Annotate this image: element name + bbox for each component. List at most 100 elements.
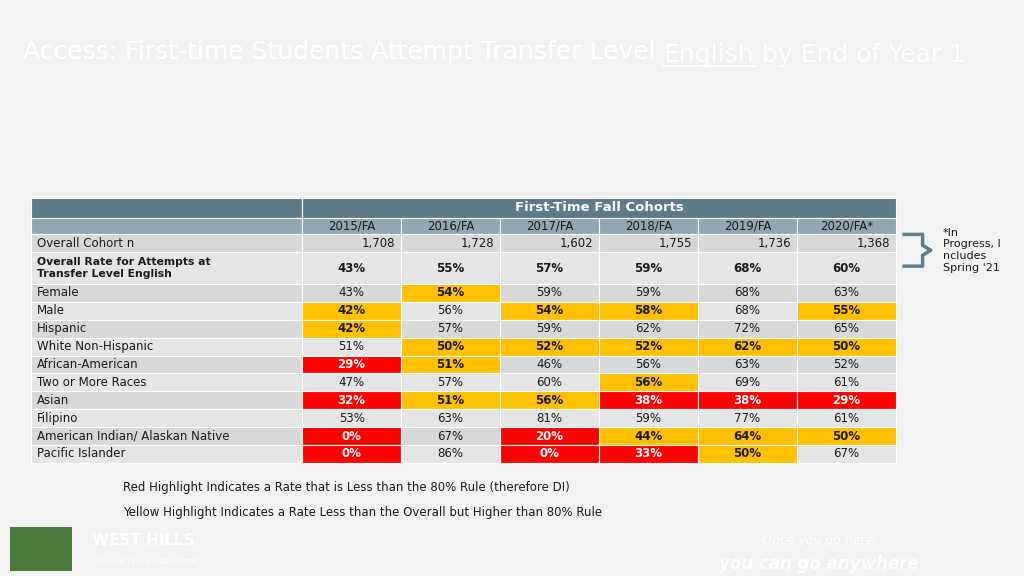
FancyBboxPatch shape: [599, 338, 698, 355]
FancyBboxPatch shape: [302, 320, 401, 338]
FancyBboxPatch shape: [500, 445, 599, 463]
Text: 59%: 59%: [636, 286, 662, 300]
Text: 20%: 20%: [536, 430, 563, 442]
Text: 1,736: 1,736: [757, 237, 791, 250]
Text: 62%: 62%: [636, 322, 662, 335]
FancyBboxPatch shape: [599, 320, 698, 338]
FancyBboxPatch shape: [698, 427, 797, 445]
FancyBboxPatch shape: [401, 409, 500, 427]
Text: 58%: 58%: [635, 304, 663, 317]
Text: 42%: 42%: [338, 322, 366, 335]
FancyBboxPatch shape: [500, 218, 599, 234]
Text: 60%: 60%: [833, 262, 860, 275]
Text: 33%: 33%: [635, 448, 663, 460]
Text: Red Highlight Indicates a Rate that is Less than the 80% Rule (therefore DI): Red Highlight Indicates a Rate that is L…: [123, 482, 569, 494]
Text: 57%: 57%: [437, 322, 464, 335]
Text: 62%: 62%: [733, 340, 762, 353]
Text: 2019/FA: 2019/FA: [724, 219, 771, 233]
Text: 2016/FA: 2016/FA: [427, 219, 474, 233]
Text: 2018/FA: 2018/FA: [625, 219, 672, 233]
FancyBboxPatch shape: [31, 198, 302, 218]
Text: Two or More Races: Two or More Races: [37, 376, 146, 389]
FancyBboxPatch shape: [698, 338, 797, 355]
FancyBboxPatch shape: [302, 355, 401, 373]
FancyBboxPatch shape: [302, 252, 401, 284]
Text: 51%: 51%: [436, 394, 465, 407]
FancyBboxPatch shape: [797, 427, 896, 445]
Text: Access: First-time Students Attempt Transfer Level English by End of Year 1: Access: First-time Students Attempt Tran…: [23, 40, 965, 64]
Text: 59%: 59%: [636, 412, 662, 425]
FancyBboxPatch shape: [698, 409, 797, 427]
FancyBboxPatch shape: [599, 284, 698, 302]
FancyBboxPatch shape: [31, 427, 302, 445]
Text: 59%: 59%: [537, 286, 562, 300]
Text: 67%: 67%: [834, 448, 859, 460]
FancyBboxPatch shape: [31, 218, 302, 234]
FancyBboxPatch shape: [599, 234, 698, 252]
FancyBboxPatch shape: [797, 338, 896, 355]
FancyBboxPatch shape: [599, 391, 698, 409]
FancyBboxPatch shape: [797, 302, 896, 320]
FancyBboxPatch shape: [599, 302, 698, 320]
Text: 1,755: 1,755: [658, 237, 692, 250]
Text: 42%: 42%: [338, 304, 366, 317]
FancyBboxPatch shape: [302, 302, 401, 320]
Text: 68%: 68%: [734, 286, 761, 300]
FancyBboxPatch shape: [31, 338, 302, 355]
FancyBboxPatch shape: [500, 355, 599, 373]
Text: 56%: 56%: [536, 394, 563, 407]
FancyBboxPatch shape: [31, 302, 302, 320]
Text: 2020/FA*: 2020/FA*: [820, 219, 873, 233]
Text: 68%: 68%: [733, 262, 762, 275]
FancyBboxPatch shape: [302, 427, 401, 445]
Text: 43%: 43%: [339, 286, 365, 300]
Text: Male: Male: [37, 304, 65, 317]
Text: 63%: 63%: [734, 358, 761, 371]
FancyBboxPatch shape: [10, 526, 72, 570]
Text: 61%: 61%: [834, 412, 859, 425]
FancyBboxPatch shape: [401, 373, 500, 391]
FancyBboxPatch shape: [401, 218, 500, 234]
FancyBboxPatch shape: [599, 355, 698, 373]
Text: 46%: 46%: [537, 358, 562, 371]
FancyBboxPatch shape: [401, 445, 500, 463]
Text: 86%: 86%: [437, 448, 464, 460]
FancyBboxPatch shape: [401, 320, 500, 338]
Text: English: English: [664, 43, 754, 67]
Text: 59%: 59%: [537, 322, 562, 335]
Text: 54%: 54%: [536, 304, 563, 317]
Text: 55%: 55%: [436, 262, 465, 275]
FancyBboxPatch shape: [500, 427, 599, 445]
FancyBboxPatch shape: [797, 218, 896, 234]
Text: you can go anywhere: you can go anywhere: [720, 555, 919, 573]
FancyBboxPatch shape: [500, 284, 599, 302]
Text: Female: Female: [37, 286, 80, 300]
Text: American Indian/ Alaskan Native: American Indian/ Alaskan Native: [37, 430, 229, 442]
FancyBboxPatch shape: [698, 391, 797, 409]
Text: 54%: 54%: [436, 286, 465, 300]
FancyBboxPatch shape: [500, 338, 599, 355]
Text: 2017/FA: 2017/FA: [526, 219, 573, 233]
FancyBboxPatch shape: [31, 409, 302, 427]
FancyBboxPatch shape: [500, 252, 599, 284]
Text: 81%: 81%: [537, 412, 562, 425]
FancyBboxPatch shape: [31, 355, 302, 373]
Text: 32%: 32%: [338, 394, 366, 407]
Text: 52%: 52%: [635, 340, 663, 353]
FancyBboxPatch shape: [31, 252, 302, 284]
Text: 56%: 56%: [636, 358, 662, 371]
FancyBboxPatch shape: [698, 284, 797, 302]
FancyBboxPatch shape: [31, 320, 302, 338]
Text: 50%: 50%: [436, 340, 465, 353]
FancyBboxPatch shape: [302, 373, 401, 391]
FancyBboxPatch shape: [698, 218, 797, 234]
Text: 61%: 61%: [834, 376, 859, 389]
Text: WEST HILLS: WEST HILLS: [92, 533, 195, 548]
FancyBboxPatch shape: [302, 338, 401, 355]
FancyBboxPatch shape: [31, 373, 302, 391]
Text: 51%: 51%: [339, 340, 365, 353]
Text: by End of Year 1: by End of Year 1: [754, 43, 965, 67]
FancyBboxPatch shape: [31, 391, 302, 409]
FancyBboxPatch shape: [401, 302, 500, 320]
FancyBboxPatch shape: [599, 373, 698, 391]
